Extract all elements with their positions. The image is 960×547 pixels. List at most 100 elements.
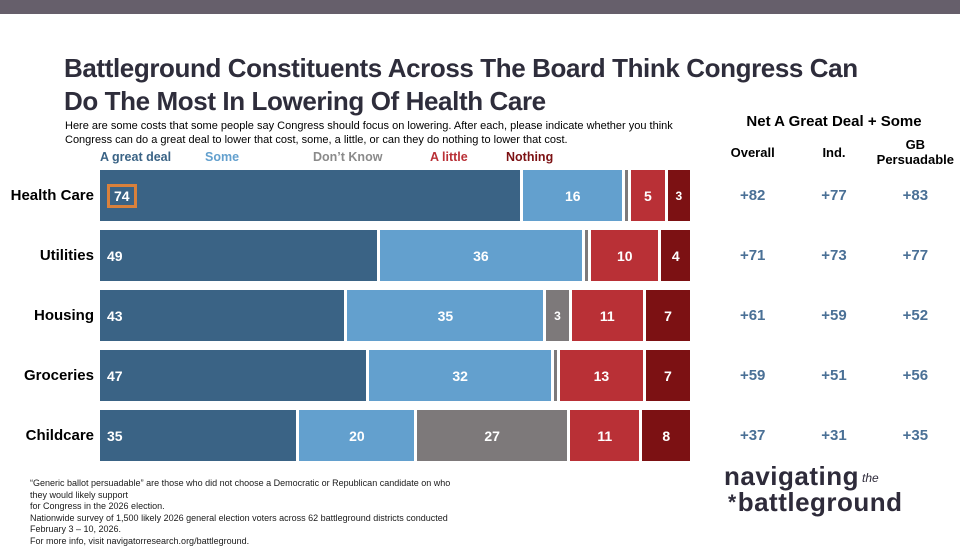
bar-segment: 36 (379, 230, 583, 281)
bar-segment: 10 (591, 230, 659, 281)
segment-value: 11 (599, 307, 615, 324)
page-title-line2: Do The Most In Lowering Of Health Care (64, 85, 546, 116)
net-value: +56 (902, 366, 929, 384)
bar-row: Health Care 74 16 5 3 (0, 170, 690, 221)
net-value: +35 (902, 426, 929, 444)
segment-value: 35 (107, 427, 123, 444)
highlighted-segment-value: 74 (107, 183, 137, 208)
bar-segment: 27 (417, 410, 568, 461)
bar-segment: 47 (100, 350, 367, 401)
legend-item: A great deal (100, 150, 172, 164)
bar-segment: 7 (646, 290, 690, 341)
legend-item: Don’t Know (313, 150, 383, 164)
bar-segment: 35 (100, 410, 297, 461)
navigating-the-battleground-logo: navigating the *battleground (724, 461, 949, 517)
segment-value: 16 (564, 187, 581, 204)
net-value-row: +59 +51 +56 (712, 367, 956, 384)
bar-segment: 32 (369, 350, 551, 401)
net-col-gb-persuadable: GB Persuadable (876, 137, 954, 167)
category-label: Housing (34, 307, 94, 324)
net-value: +77 (902, 246, 929, 264)
net-value: +83 (902, 186, 929, 204)
footnote-line: Nationwide survey of 1,500 likely 2026 g… (30, 512, 448, 535)
logo-asterisk-icon: * (728, 490, 737, 514)
bar-segment: 49 (100, 230, 377, 281)
segment-value: 4 (671, 247, 680, 264)
bar-row: Housing 43 35 3 11 7 (0, 290, 690, 341)
segment-value: 35 (437, 307, 454, 324)
segment-value: 8 (662, 427, 671, 444)
net-panel-column-headers: Overall Ind. GB Persuadable (712, 136, 956, 170)
net-value: +77 (821, 186, 847, 204)
logo-word-the: the (862, 471, 879, 485)
segment-value: 27 (484, 427, 500, 444)
net-value: +37 (739, 426, 766, 444)
bar-segment: 35 (347, 290, 544, 341)
bar-segment: 20 (299, 410, 415, 461)
net-col-overall: Overall (730, 144, 775, 160)
logo-word-battleground: battleground (737, 486, 903, 517)
segment-value: 43 (107, 307, 123, 324)
legend: A great deal Some Don’t Know A little Nothin… (100, 150, 690, 166)
page-title: Battleground Constituents Across The Boa… (64, 52, 924, 117)
bar-segment: 3 (667, 170, 690, 221)
net-value: +59 (739, 366, 766, 384)
segment-value: 36 (473, 247, 489, 264)
category-label: Groceries (23, 367, 94, 384)
legend-item: Some (205, 150, 240, 164)
top-accent-bar (0, 0, 960, 14)
net-value: +31 (821, 426, 847, 444)
net-value: +73 (821, 246, 847, 264)
category-label: Childcare (25, 427, 94, 444)
logo-word-navigating: navigating (724, 461, 860, 491)
net-value-row: +37 +31 +35 (712, 427, 956, 444)
net-value-row: +61 +59 +52 (712, 307, 956, 324)
bar-segment: 43 (100, 290, 345, 341)
bar-segment: 4 (661, 230, 690, 281)
segment-value: 47 (107, 367, 123, 384)
page-title-line1: Battleground Constituents Across The Boa… (64, 53, 858, 83)
net-panel-title: Net A Great Deal + Some (746, 113, 922, 130)
subtitle-line2: Congress can do a great deal to lower th… (65, 134, 568, 147)
footnote-line: for Congress in the 2026 election. (30, 501, 165, 512)
segment-value: 49 (107, 247, 123, 264)
net-value: +59 (821, 306, 847, 324)
segment-value: 3 (675, 188, 683, 203)
bar-segment: 5 (631, 170, 665, 221)
category-label: Health Care (10, 187, 94, 204)
bar-segment: 8 (642, 410, 691, 461)
net-value: +82 (739, 186, 766, 204)
segment-value: 13 (593, 367, 610, 384)
stacked-bar: 74 16 5 3 (100, 170, 690, 221)
net-value-row: +82 +77 +83 (712, 187, 956, 204)
segment-value: 7 (664, 367, 672, 384)
net-value: +52 (902, 306, 929, 324)
legend-item: Nothing (506, 150, 554, 164)
net-value: +71 (739, 246, 766, 264)
legend-item: A little (430, 150, 468, 164)
segment-value: 11 (597, 427, 613, 444)
subtitle-line1: Here are some costs that some people say… (65, 120, 673, 132)
segment-value: 20 (349, 427, 365, 444)
footnote: “Generic ballot persuadable” are those w… (30, 478, 460, 547)
net-value: +61 (739, 306, 766, 324)
segment-value: 10 (616, 247, 633, 264)
stacked-bar: 47 32 13 7 (100, 350, 690, 401)
stacked-bar: 49 36 10 4 (100, 230, 690, 281)
subtitle: Here are some costs that some people say… (65, 119, 725, 148)
segment-value: 32 (452, 367, 468, 384)
net-value: +51 (821, 366, 847, 384)
bar-row: Utilities 49 36 10 4 (0, 230, 690, 281)
stacked-bar: 43 35 3 11 7 (100, 290, 690, 341)
category-label: Utilities (39, 247, 94, 264)
stacked-bar: 35 20 27 11 8 (100, 410, 691, 461)
segment-value: 7 (664, 307, 672, 324)
footnote-line: For more info, visit navigatorresearch.o… (30, 535, 250, 546)
bar-row: Childcare 35 20 27 11 8 (0, 410, 691, 461)
net-col-ind: Ind. (822, 144, 846, 160)
segment-value: 3 (554, 308, 561, 323)
bar-segment: 74 (100, 170, 521, 221)
bar-segment (625, 170, 629, 221)
bar-segment: 3 (546, 290, 569, 341)
footnote-line: “Generic ballot persuadable” are those w… (30, 478, 451, 500)
